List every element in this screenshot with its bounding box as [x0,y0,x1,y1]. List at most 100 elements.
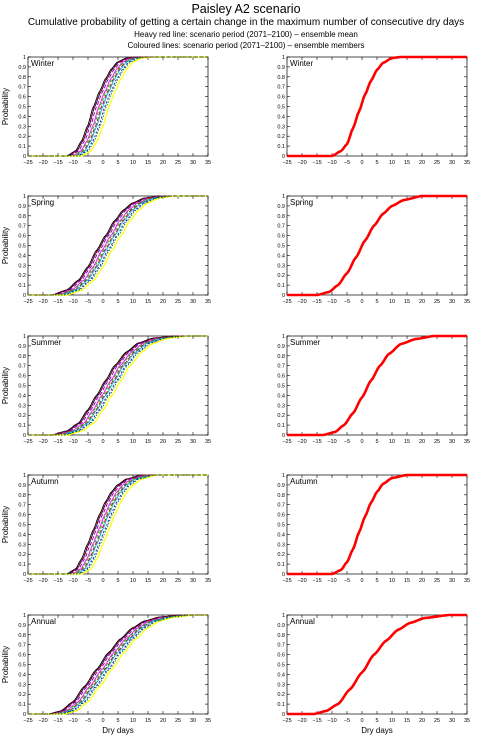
y-tick-label: 0.4 [277,393,285,399]
panel-annual-members-frame [27,614,209,715]
x-tick-label: 5 [375,718,378,724]
y-tick-label: 0.5 [277,384,285,390]
y-tick-label: 0 [23,154,26,160]
member-line [28,195,208,296]
y-tick-label: 0.8 [277,75,285,81]
x-tick-label: 15 [145,718,151,724]
x-tick-label: 30 [449,718,455,724]
member-line [28,195,208,296]
y-tick-label: 0.6 [277,374,285,380]
season-label: Annual [290,617,315,626]
panel-annual-mean-frame [286,614,468,715]
x-tick-label: −25 [23,578,32,584]
x-tick-label: −25 [282,439,291,445]
y-tick-label: 0.4 [18,253,26,259]
member-line [28,614,208,715]
y-tick-label: 0 [23,293,26,299]
y-tick-label: 0.9 [277,344,285,350]
y-tick-label: 0 [282,433,285,439]
y-tick-label: 0.3 [18,403,26,409]
x-tick-label: −20 [297,439,306,445]
member-line [28,474,208,575]
y-tick-label: 1 [282,473,285,479]
y-tick-label: 0.4 [18,393,26,399]
member-line [28,474,208,575]
y-tick-label: 0.3 [277,542,285,548]
y-tick-label: 0.1 [18,423,26,429]
y-tick-label: 0.5 [18,663,26,669]
member-line [28,614,208,715]
member-line [28,474,208,575]
x-tick-label: 0 [360,578,363,584]
y-tick-label: 0.7 [18,643,26,649]
season-label: Annual [31,617,56,626]
y-tick-label: 0.1 [277,144,285,150]
ensemble-mean-line [287,473,467,576]
y-tick-label: 0.8 [277,493,285,499]
y-tick-label: 0.7 [277,643,285,649]
x-tick-label: 35 [464,578,470,584]
x-tick-label: 5 [116,578,119,584]
x-tick-label: 20 [160,578,166,584]
y-tick-label: 0.7 [277,503,285,509]
x-tick-label: 20 [419,439,425,445]
y-tick-label: 0.9 [277,204,285,210]
x-tick-label: 35 [205,578,211,584]
y-tick-label: 0.7 [18,85,26,91]
x-tick-label: 15 [404,718,410,724]
y-tick-label: 1 [282,194,285,200]
y-tick-label: 0.4 [277,114,285,120]
y-tick-label: 0.4 [277,672,285,678]
x-tick-label: 15 [145,578,151,584]
x-tick-label: 20 [160,160,166,166]
x-tick-label: −20 [38,718,47,724]
x-tick-label: 5 [375,439,378,445]
y-tick-label: 0.7 [277,224,285,230]
x-tick-label: −15 [53,299,62,305]
member-line [28,474,208,575]
x-tick-label: 30 [449,160,455,166]
y-tick-label: 1 [23,473,26,479]
x-tick-label: −25 [282,718,291,724]
y-tick-label: 0.9 [18,623,26,629]
member-line [28,474,208,575]
x-tick-label: 20 [419,578,425,584]
member-line [28,614,208,715]
y-tick-label: 1 [282,613,285,619]
y-tick-label: 1 [23,194,26,200]
y-tick-label: 0.7 [18,503,26,509]
x-tick-label: −5 [85,439,91,445]
x-tick-label: 10 [389,299,395,305]
x-tick-label: 30 [190,160,196,166]
y-tick-label: 0.8 [18,493,26,499]
y-tick-label: 0.2 [277,692,285,698]
y-axis-label: Probability [1,506,10,543]
y-tick-label: 0.2 [277,134,285,140]
x-tick-label: −5 [344,160,350,166]
y-tick-label: 0.2 [18,692,26,698]
y-tick-label: 0.3 [277,682,285,688]
x-tick-label: −10 [327,299,336,305]
ensemble-mean-line [287,613,467,716]
panel-winter-members-frame [27,56,209,157]
y-tick-label: 0.2 [18,413,26,419]
member-line [28,474,208,575]
ensemble-mean-line [287,55,467,158]
member-line [28,474,208,575]
x-tick-label: −25 [282,299,291,305]
y-axis-label: Probability [1,646,10,683]
member-line [28,56,208,157]
y-tick-label: 0.6 [277,95,285,101]
x-tick-label: −10 [327,160,336,166]
y-tick-label: 0.6 [18,374,26,380]
y-tick-label: 0.8 [18,214,26,220]
x-tick-label: 35 [464,718,470,724]
member-line [28,474,208,575]
x-tick-label: 15 [404,439,410,445]
y-tick-label: 0.8 [277,354,285,360]
y-tick-label: 1 [23,334,26,340]
y-tick-label: 1 [23,55,26,61]
x-tick-label: 15 [145,299,151,305]
x-tick-label: −10 [68,578,77,584]
x-tick-label: 0 [101,160,104,166]
